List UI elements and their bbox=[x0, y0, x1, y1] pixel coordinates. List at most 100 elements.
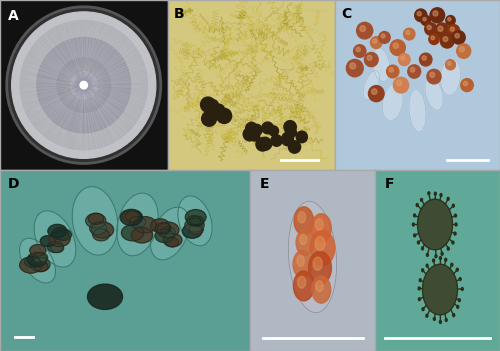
Circle shape bbox=[282, 133, 292, 143]
Circle shape bbox=[414, 234, 416, 237]
Circle shape bbox=[120, 210, 142, 225]
Circle shape bbox=[91, 222, 114, 238]
Circle shape bbox=[134, 217, 156, 233]
Circle shape bbox=[161, 227, 175, 237]
Circle shape bbox=[418, 241, 420, 244]
Circle shape bbox=[456, 44, 470, 58]
Circle shape bbox=[296, 131, 308, 143]
Circle shape bbox=[296, 230, 314, 256]
Circle shape bbox=[404, 28, 415, 40]
Circle shape bbox=[424, 23, 436, 35]
Circle shape bbox=[440, 257, 442, 259]
Ellipse shape bbox=[364, 71, 380, 100]
Circle shape bbox=[447, 197, 449, 200]
Circle shape bbox=[130, 216, 146, 228]
Circle shape bbox=[243, 127, 256, 141]
Circle shape bbox=[372, 89, 377, 94]
Circle shape bbox=[427, 25, 432, 29]
Text: A: A bbox=[8, 8, 19, 22]
Ellipse shape bbox=[288, 201, 337, 313]
Circle shape bbox=[27, 252, 46, 267]
Circle shape bbox=[458, 299, 460, 302]
Circle shape bbox=[430, 8, 444, 23]
Circle shape bbox=[70, 72, 97, 99]
Circle shape bbox=[286, 127, 296, 138]
Circle shape bbox=[398, 54, 410, 66]
Circle shape bbox=[12, 12, 156, 158]
Circle shape bbox=[6, 7, 161, 164]
Circle shape bbox=[451, 263, 453, 266]
Circle shape bbox=[206, 99, 218, 112]
Circle shape bbox=[166, 238, 178, 247]
Circle shape bbox=[445, 319, 447, 322]
Circle shape bbox=[155, 223, 171, 234]
Circle shape bbox=[310, 230, 334, 266]
Circle shape bbox=[316, 281, 323, 292]
Circle shape bbox=[298, 276, 306, 288]
Circle shape bbox=[293, 251, 312, 278]
Circle shape bbox=[440, 34, 454, 48]
Circle shape bbox=[368, 86, 384, 102]
Circle shape bbox=[20, 257, 42, 273]
Circle shape bbox=[396, 80, 402, 86]
Circle shape bbox=[448, 25, 460, 37]
Circle shape bbox=[441, 252, 443, 255]
Circle shape bbox=[431, 36, 434, 40]
Circle shape bbox=[315, 237, 325, 251]
Text: B: B bbox=[174, 7, 185, 21]
Circle shape bbox=[256, 138, 269, 151]
Circle shape bbox=[427, 69, 441, 84]
Circle shape bbox=[444, 258, 446, 261]
Circle shape bbox=[284, 121, 296, 133]
Circle shape bbox=[414, 9, 427, 22]
Circle shape bbox=[202, 111, 216, 126]
Circle shape bbox=[57, 58, 110, 112]
Circle shape bbox=[296, 131, 307, 142]
Circle shape bbox=[218, 108, 228, 120]
Circle shape bbox=[394, 77, 408, 93]
Circle shape bbox=[420, 53, 432, 66]
Circle shape bbox=[300, 234, 307, 245]
Circle shape bbox=[457, 305, 459, 308]
Circle shape bbox=[454, 232, 456, 235]
Circle shape bbox=[448, 18, 451, 21]
Circle shape bbox=[86, 213, 106, 228]
Circle shape bbox=[48, 224, 66, 238]
Circle shape bbox=[432, 259, 434, 262]
Circle shape bbox=[418, 298, 420, 300]
Circle shape bbox=[408, 65, 420, 78]
Circle shape bbox=[370, 37, 382, 48]
Circle shape bbox=[182, 224, 202, 238]
Circle shape bbox=[282, 134, 294, 146]
Circle shape bbox=[80, 81, 88, 89]
Circle shape bbox=[448, 247, 450, 250]
Circle shape bbox=[164, 233, 182, 247]
Circle shape bbox=[423, 18, 426, 21]
Circle shape bbox=[426, 314, 428, 317]
Circle shape bbox=[30, 257, 50, 272]
Text: D: D bbox=[8, 178, 19, 191]
Circle shape bbox=[186, 210, 206, 225]
Circle shape bbox=[393, 43, 398, 48]
Text: C: C bbox=[342, 7, 352, 21]
Circle shape bbox=[56, 229, 72, 240]
Circle shape bbox=[386, 65, 399, 78]
Circle shape bbox=[373, 39, 377, 43]
Circle shape bbox=[297, 255, 304, 266]
Circle shape bbox=[452, 204, 454, 207]
Circle shape bbox=[421, 15, 430, 25]
Circle shape bbox=[308, 251, 332, 284]
Circle shape bbox=[414, 214, 416, 217]
Text: E: E bbox=[260, 178, 270, 191]
Circle shape bbox=[189, 224, 204, 235]
Circle shape bbox=[122, 211, 139, 223]
Circle shape bbox=[446, 15, 455, 25]
Circle shape bbox=[446, 60, 456, 70]
Circle shape bbox=[20, 20, 148, 150]
Circle shape bbox=[379, 32, 390, 43]
Circle shape bbox=[88, 284, 122, 310]
Circle shape bbox=[418, 287, 420, 290]
Circle shape bbox=[200, 97, 216, 112]
Circle shape bbox=[448, 62, 451, 65]
Circle shape bbox=[460, 47, 464, 52]
